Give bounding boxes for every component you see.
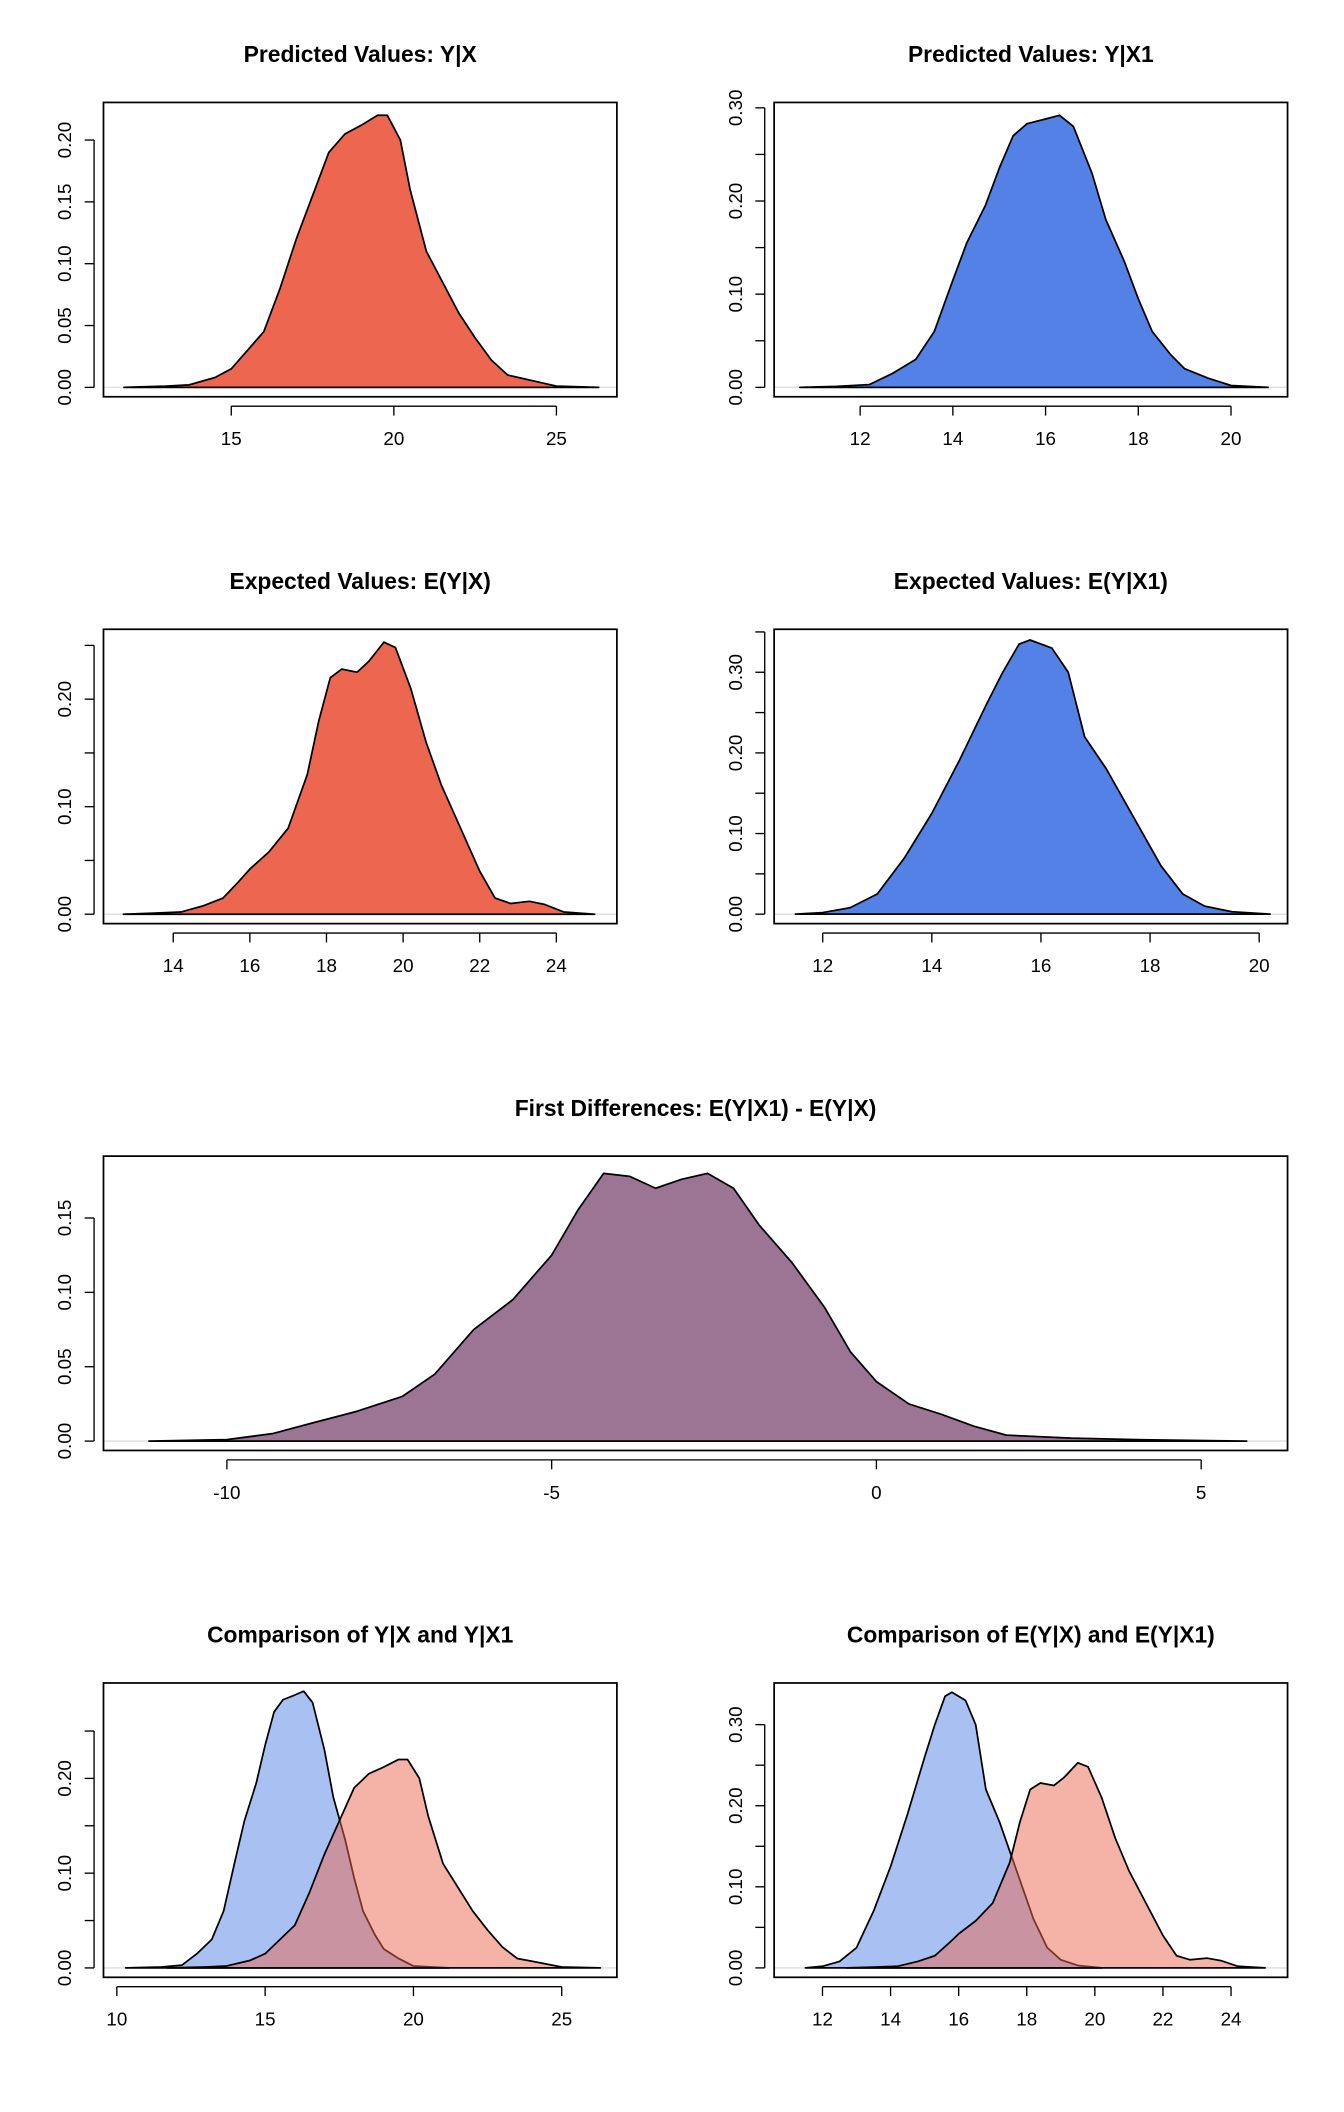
x-tick-label: 12 (850, 428, 871, 449)
x-tick-label: 18 (1140, 955, 1161, 976)
y-tick-label: 0.00 (725, 1950, 746, 1987)
x-tick-label: 20 (1249, 955, 1270, 976)
x-tick-label: 18 (1016, 2009, 1037, 2030)
chart-title: Comparison of E(Y|X) and E(Y|X1) (847, 1622, 1215, 1648)
x-tick-label: 24 (546, 955, 567, 976)
x-tick-label: 20 (403, 2009, 424, 2030)
x-tick-label: 12 (812, 955, 833, 976)
x-tick-label: 20 (1084, 2009, 1105, 2030)
x-tick-label: 14 (880, 2009, 901, 2030)
plot-frame (773, 628, 1289, 925)
x-tick-label: 20 (1221, 428, 1242, 449)
y-tick-label: 0.00 (725, 896, 746, 933)
density-area-red (122, 641, 596, 916)
x-tick-label: 24 (1221, 2009, 1242, 2030)
chart-title: Comparison of Y|X and Y|X1 (207, 1622, 514, 1648)
density-area-red-light (845, 1761, 1266, 1969)
x-tick-label: 16 (948, 2009, 969, 2030)
chart-panel: First Differences: E(Y|X1) - E(Y|X) -10 -5… (54, 1095, 1289, 1503)
y-tick-label: 0.10 (54, 1855, 75, 1892)
chart-panel: Comparison of Y|X and Y|X1 10 15 20 25 0.00 0.… (54, 1622, 618, 2030)
y-tick-label: 0.10 (54, 788, 75, 825)
y-tick-label: 0.20 (54, 1760, 75, 1797)
density-area-blue (798, 114, 1269, 389)
y-tick-label: 0.20 (54, 122, 75, 159)
plot-frame (773, 1682, 1289, 1979)
x-tick-label: 0 (871, 1482, 881, 1503)
chart-panel: Expected Values: E(Y|X1) 12 14 16 18 20 0.00 0.… (725, 568, 1289, 976)
chart-panel: Predicted Values: Y|X1 12 14 16 18 20 0.00 0.10… (725, 41, 1289, 449)
x-tick-label: 14 (163, 955, 184, 976)
x-tick-label: 22 (1152, 2009, 1173, 2030)
y-tick-label: 0.10 (54, 245, 75, 282)
x-tick-label: 16 (239, 955, 260, 976)
y-tick-label: 0.30 (725, 1706, 746, 1743)
y-tick-label: 0.30 (725, 654, 746, 691)
y-tick-label: 0.05 (54, 1348, 75, 1385)
y-tick-label: 0.10 (54, 1274, 75, 1311)
x-tick-label: 18 (1128, 428, 1149, 449)
plot-frame (102, 1682, 618, 1979)
x-tick-label: 18 (316, 955, 337, 976)
y-tick-label: 0.20 (725, 735, 746, 772)
chart-title: First Differences: E(Y|X1) - E(Y|X) (515, 1095, 877, 1121)
density-area-red-light (166, 1758, 602, 1969)
y-tick-label: 0.20 (725, 1787, 746, 1824)
x-tick-label: 5 (1196, 1482, 1206, 1503)
plot-frame (773, 101, 1289, 398)
x-tick-label: 14 (942, 428, 963, 449)
y-tick-label: 0.00 (725, 369, 746, 406)
x-tick-label: 25 (551, 2009, 572, 2030)
density-area-blue (794, 639, 1271, 916)
chart-title: Predicted Values: Y|X (244, 41, 478, 67)
y-tick-label: 0.00 (54, 1950, 75, 1987)
y-tick-label: 0.15 (54, 184, 75, 221)
y-tick-label: 0.20 (54, 681, 75, 718)
x-tick-label: 12 (812, 2009, 833, 2030)
plot-frame (102, 1155, 1289, 1452)
y-tick-label: 0.10 (725, 1869, 746, 1906)
density-area-red (123, 114, 600, 389)
x-tick-label: 16 (1035, 428, 1056, 449)
y-tick-label: 0.10 (725, 815, 746, 852)
y-tick-label: 0.00 (54, 369, 75, 406)
x-tick-label: 20 (383, 428, 404, 449)
plot-frame (102, 101, 618, 398)
x-tick-label: 14 (921, 955, 942, 976)
y-tick-label: 0.05 (54, 307, 75, 344)
chart-panel: Predicted Values: Y|X 15 20 25 0.00 0.05 0.10 0… (54, 41, 618, 449)
chart-panel: Comparison of E(Y|X) and E(Y|X1) 12 14 16 18… (725, 1622, 1289, 2030)
x-tick-label: 10 (106, 2009, 127, 2030)
y-tick-label: 0.15 (54, 1200, 75, 1237)
x-tick-label: 15 (255, 2009, 276, 2030)
x-tick-label: 20 (393, 955, 414, 976)
chart-panel: Expected Values: E(Y|X) 14 16 18 20 22 24 0.00 0… (54, 568, 618, 976)
chart-title: Expected Values: E(Y|X1) (894, 568, 1168, 594)
y-tick-label: 0.10 (725, 276, 746, 313)
x-tick-label: 22 (469, 955, 490, 976)
x-tick-label: -5 (543, 1482, 560, 1503)
plot-frame (102, 628, 618, 925)
y-tick-label: 0.30 (725, 90, 746, 127)
x-tick-label: 15 (221, 428, 242, 449)
chart-title: Expected Values: E(Y|X) (229, 568, 490, 594)
y-tick-label: 0.00 (54, 1423, 75, 1460)
x-tick-label: 16 (1030, 955, 1051, 976)
x-tick-label: 25 (546, 428, 567, 449)
y-tick-label: 0.00 (54, 896, 75, 933)
x-tick-label: -10 (213, 1482, 240, 1503)
chart-title: Predicted Values: Y|X1 (908, 41, 1154, 67)
density-area-purple (148, 1172, 1248, 1442)
y-tick-label: 0.20 (725, 183, 746, 220)
